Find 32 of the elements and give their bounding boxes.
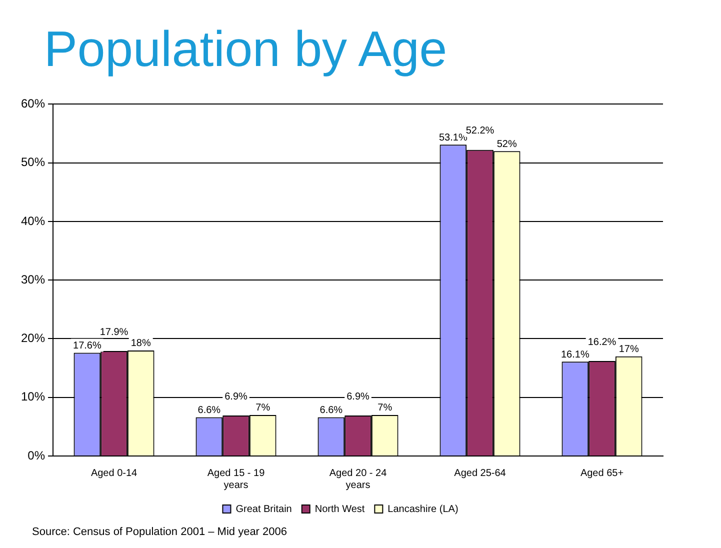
data-label: 17% [618,344,639,356]
data-label: 52.2% [466,126,494,137]
data-label: 16.2% [588,336,616,348]
data-label: 17.6% [72,340,102,352]
y-tick-label: 20% [20,331,46,346]
legend-label: Lancashire (LA) [388,504,458,515]
data-label: 6.6% [198,405,221,416]
y-tick-label: 40% [20,214,46,228]
data-label: 6.9% [346,391,370,402]
x-tick-label: Aged 15 - 19 years [207,468,266,491]
data-label: 52% [496,138,517,150]
data-label: 6.6% [320,405,343,416]
data-label: 7% [378,402,392,414]
data-label: 18% [130,338,151,350]
data-label: 53.1% [438,132,468,144]
legend-label: North West [314,504,365,515]
data-label: 7% [256,402,270,414]
y-tick-label: 0% [28,448,46,462]
legend-label: Great Britain [236,504,292,515]
source-note: Source: Census of Population 2001 – Mid year 2006 [31,525,288,538]
y-tick-label: 50% [20,155,46,170]
data-label: 17.9% [100,326,128,338]
y-tick-label: 10% [20,390,46,404]
chart-title: Population by Age [43,20,448,79]
x-tick-label: Aged 20 - 24 years [329,468,388,491]
data-label: 6.9% [224,391,248,402]
x-tick-label: Aged 0-14 [90,468,138,479]
x-tick-label: Aged 25-64 [454,468,506,479]
y-tick-label: 60% [20,96,46,111]
y-tick-label: 30% [20,272,46,286]
x-tick-label: Aged 65+ [580,468,624,479]
data-label: 16.1% [560,349,590,360]
